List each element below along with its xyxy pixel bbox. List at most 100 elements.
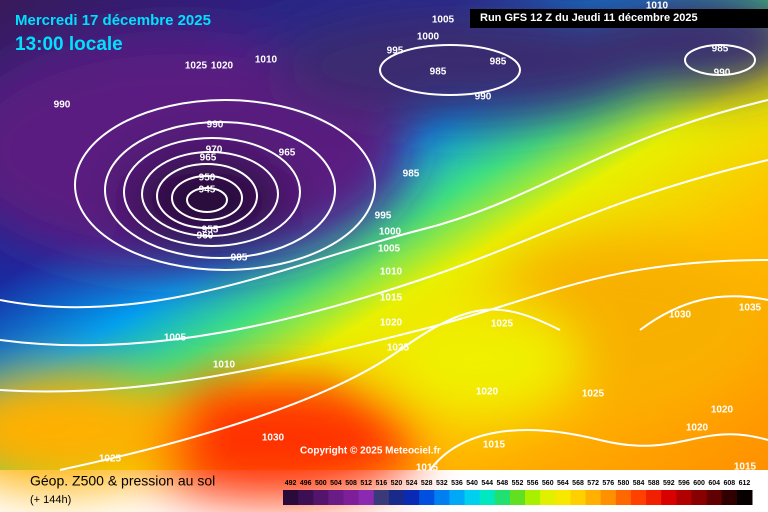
run-box bbox=[470, 9, 768, 28]
isobar-label: 1030 bbox=[262, 433, 285, 444]
colorbar-cell bbox=[676, 490, 692, 505]
colorbar-tick: 544 bbox=[481, 480, 493, 487]
date: Mercredi 17 décembre 2025 bbox=[15, 12, 211, 29]
isobar-label: 1000 bbox=[379, 227, 402, 238]
colorbar-tick: 524 bbox=[406, 480, 418, 487]
colorbar-tick: 608 bbox=[723, 480, 735, 487]
colorbar-cell bbox=[585, 490, 602, 505]
colorbar-tick: 600 bbox=[693, 480, 705, 487]
isobar-label: 1000 bbox=[417, 32, 440, 43]
colorbar-cell bbox=[449, 490, 466, 505]
colorbar-tick: 536 bbox=[451, 480, 463, 487]
isobar-label: 1030 bbox=[669, 310, 692, 321]
isobar-label: 1020 bbox=[711, 405, 734, 416]
isobars bbox=[0, 44, 768, 471]
isobar-label: 1025 bbox=[387, 343, 410, 354]
isobar-label: 1035 bbox=[739, 303, 762, 314]
colorbar-cell bbox=[509, 490, 526, 505]
copyright: Copyright © 2025 Meteociel.fr bbox=[300, 446, 441, 457]
isobar-label: 1015 bbox=[734, 462, 757, 473]
colorbar-cell bbox=[706, 490, 723, 505]
colorbar-cell bbox=[570, 490, 587, 505]
colorbar-tick: 528 bbox=[421, 480, 433, 487]
isobar-label: 985 bbox=[490, 57, 507, 68]
colorbar-tick: 540 bbox=[466, 480, 478, 487]
colorbar: 492 496 500 504 508 512 516 520 524 528 532 536 540 5… bbox=[283, 480, 753, 505]
colorbar-cell bbox=[555, 490, 571, 505]
footer-lead: (+ 144h) bbox=[30, 494, 71, 506]
isobar-label: 1015 bbox=[380, 293, 403, 304]
colorbar-cell bbox=[540, 490, 556, 505]
colorbar-cell bbox=[630, 490, 647, 505]
colorbar-cell bbox=[615, 490, 632, 505]
colorbar-cell bbox=[313, 490, 329, 505]
colorbar-tick: 516 bbox=[375, 480, 387, 487]
colorbar-cell bbox=[328, 490, 345, 505]
isobar-label: 1005 bbox=[164, 333, 187, 344]
colorbar-cell bbox=[600, 490, 617, 505]
colorbar-tick: 492 bbox=[285, 480, 297, 487]
colorbar-tick: 612 bbox=[739, 480, 751, 487]
isobar-label: 985 bbox=[430, 67, 447, 78]
colorbar-cell bbox=[373, 490, 390, 505]
isobar-label: 1025 bbox=[491, 319, 514, 330]
colorbar-tick: 548 bbox=[497, 480, 509, 487]
isobar-label: 950 bbox=[199, 173, 216, 184]
colorbar-cell bbox=[525, 490, 541, 505]
isobar-label: 1020 bbox=[686, 423, 709, 434]
colorbar-cell bbox=[434, 490, 450, 505]
isobar-label: 1025 bbox=[99, 454, 122, 465]
colorbar-tick: 496 bbox=[300, 480, 312, 487]
isobar-label: 995 bbox=[375, 211, 392, 222]
colorbar-cell bbox=[343, 490, 360, 505]
isobar-label: 990 bbox=[714, 68, 731, 79]
isobar-label: 960 bbox=[197, 231, 214, 242]
colorbar-cell bbox=[721, 490, 738, 505]
isobar-label: 985 bbox=[231, 253, 248, 264]
colorbar-tick: 556 bbox=[527, 480, 539, 487]
isobar-label: 1005 bbox=[378, 244, 401, 255]
colorbar-tick: 604 bbox=[708, 480, 720, 487]
colorbar-cell bbox=[736, 490, 753, 505]
colorbar-cell bbox=[404, 490, 420, 505]
colorbar-tick: 588 bbox=[648, 480, 660, 487]
colorbar-tick: 512 bbox=[360, 480, 372, 487]
isobar-label: 985 bbox=[712, 44, 729, 55]
isobar-label: 1010 bbox=[380, 267, 403, 278]
time: 13:00 locale bbox=[15, 34, 123, 55]
isobar-label: 965 bbox=[279, 148, 296, 159]
colorbar-tick: 580 bbox=[618, 480, 630, 487]
colorbar-cell bbox=[494, 490, 511, 505]
isobar-label: 990 bbox=[475, 92, 492, 103]
isobar-label: 985 bbox=[403, 169, 420, 180]
isobar-label: 1020 bbox=[211, 61, 234, 72]
isobar-label: 990 bbox=[54, 100, 71, 111]
isobar-label: 955 bbox=[202, 225, 219, 236]
isobar-label: 970 bbox=[206, 145, 223, 156]
isobar-label: 1015 bbox=[483, 440, 506, 451]
colorbar-tick: 592 bbox=[663, 480, 675, 487]
isobar-label: 995 bbox=[387, 46, 404, 57]
colorbar-tick: 532 bbox=[436, 480, 448, 487]
isobar-label: 1005 bbox=[432, 15, 455, 26]
colorbar-tick: 560 bbox=[542, 480, 554, 487]
colorbar-cell bbox=[464, 490, 481, 505]
colorbar-cell bbox=[419, 490, 435, 505]
isobar-label: 1015 bbox=[416, 463, 439, 474]
colorbar-cell bbox=[479, 490, 496, 505]
isobar-label: 1020 bbox=[380, 318, 403, 329]
isobar-label: 1025 bbox=[185, 61, 208, 72]
colorbar-cell bbox=[283, 490, 299, 505]
colorbar-tick: 596 bbox=[678, 480, 690, 487]
colorbar-tick: 576 bbox=[602, 480, 614, 487]
isobar-label: 1020 bbox=[476, 387, 499, 398]
colorbar-cell bbox=[691, 490, 708, 505]
isobar-label: 1010 bbox=[213, 360, 236, 371]
colorbar-cell bbox=[388, 490, 405, 505]
isobar-label: 1010 bbox=[255, 55, 278, 66]
isobar-label: 1010 bbox=[646, 1, 669, 12]
colorbar-cell bbox=[358, 490, 375, 505]
colorbar-tick: 504 bbox=[330, 480, 342, 487]
